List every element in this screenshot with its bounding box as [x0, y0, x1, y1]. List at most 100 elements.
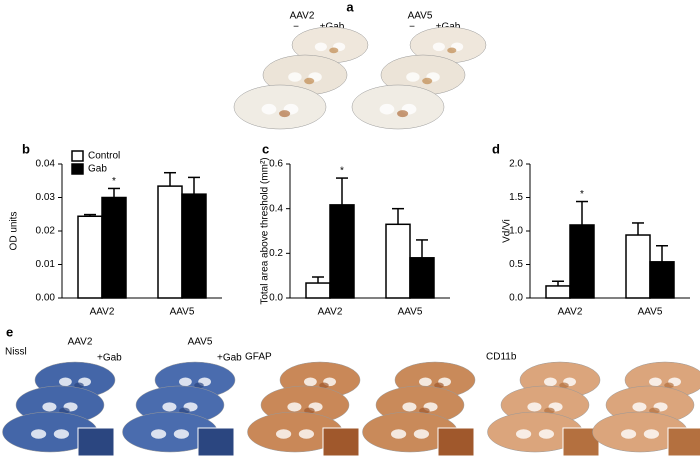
stain [194, 382, 204, 389]
treatment-label: +Gab [217, 353, 242, 364]
y-tick-label: 0.0 [509, 293, 523, 304]
stain-label: CD11b [486, 352, 517, 363]
stain [422, 77, 433, 85]
ventricle [538, 429, 555, 439]
stain [544, 407, 555, 414]
y-axis-label: OD units [9, 212, 20, 251]
row-label: Nissl [5, 347, 27, 358]
brain-section [233, 84, 327, 130]
ventricle [632, 402, 647, 412]
treatment-label: +Gab [97, 353, 122, 364]
bar [569, 224, 595, 299]
bar [305, 282, 331, 299]
legend-swatch [71, 163, 84, 175]
legend-label: Gab [88, 164, 107, 175]
bar [181, 193, 207, 299]
stain [179, 407, 190, 414]
bar [545, 285, 571, 299]
x-tick-label: AAV5 [638, 307, 663, 318]
stain [664, 382, 674, 389]
stain [59, 407, 70, 414]
column-label: AAV5 [408, 11, 433, 22]
x-tick-label: AAV2 [90, 307, 115, 318]
stain [74, 382, 84, 389]
stain [447, 47, 457, 54]
significance: * [340, 166, 344, 177]
treatment-label: − [293, 22, 299, 33]
stain [319, 382, 329, 389]
ventricle [406, 72, 420, 82]
ventricle [288, 72, 302, 82]
stain [559, 382, 569, 389]
ventricle [151, 429, 167, 439]
panel-label: e [6, 324, 13, 339]
stain-label: GFAP [245, 352, 272, 363]
treatment-label: − [409, 22, 415, 33]
x-tick-label: AAV2 [318, 307, 343, 318]
significance: * [112, 176, 116, 187]
y-tick-label: 2.0 [509, 159, 523, 170]
column-label: AAV2 [290, 11, 315, 22]
y-tick-label: 1.5 [509, 192, 523, 203]
brain-section [351, 84, 445, 130]
inset [197, 427, 235, 457]
y-tick-label: 0.0 [269, 293, 283, 304]
inset [77, 427, 115, 457]
stain [419, 407, 430, 414]
y-tick-label: 0.4 [269, 203, 283, 214]
ventricle [643, 429, 660, 439]
bar [329, 204, 355, 299]
ventricle [544, 377, 557, 387]
legend-label: Control [88, 151, 120, 162]
inset [437, 427, 475, 457]
column-label: AAV2 [68, 337, 93, 348]
y-tick-label: 0.00 [36, 293, 56, 304]
ventricle [527, 402, 542, 412]
bar [385, 223, 411, 299]
bar [157, 185, 183, 299]
stain [397, 110, 409, 118]
ventricle [516, 429, 532, 439]
panel-label: a [346, 0, 354, 14]
y-tick-label: 0.2 [269, 248, 283, 259]
panel-label: d [492, 141, 500, 156]
ventricle [379, 103, 395, 115]
ventricle [314, 42, 327, 52]
y-axis-label: Total area above threshold (mm²) [260, 157, 271, 304]
bar [409, 257, 435, 299]
stain [649, 407, 660, 414]
significance: * [580, 189, 584, 200]
legend-swatch [71, 150, 84, 162]
ventricle [276, 429, 292, 439]
bar [649, 261, 675, 299]
ventricle [287, 402, 302, 412]
column-label: AAV5 [188, 337, 213, 348]
ventricle [432, 42, 445, 52]
x-tick-label: AAV2 [558, 307, 583, 318]
stain [304, 77, 315, 85]
stain [304, 407, 315, 414]
stain [329, 47, 339, 54]
ventricle [419, 377, 432, 387]
bar [625, 234, 651, 299]
ventricle [413, 429, 429, 439]
ventricle [402, 402, 417, 412]
bar [77, 215, 103, 299]
ventricle [391, 429, 407, 439]
y-tick-label: 0.01 [36, 259, 56, 270]
bar [101, 196, 127, 299]
ventricle [30, 429, 47, 439]
ventricle [304, 377, 317, 387]
ventricle [621, 429, 637, 439]
y-tick-label: 0.6 [269, 159, 283, 170]
y-tick-label: 0.02 [36, 226, 56, 237]
panel-label: c [262, 141, 269, 156]
ventricle [59, 377, 72, 387]
x-tick-label: AAV5 [170, 307, 195, 318]
inset [667, 427, 700, 457]
ventricle [42, 402, 57, 412]
ventricle [649, 377, 662, 387]
stain [434, 382, 444, 389]
y-tick-label: 1.0 [509, 226, 523, 237]
